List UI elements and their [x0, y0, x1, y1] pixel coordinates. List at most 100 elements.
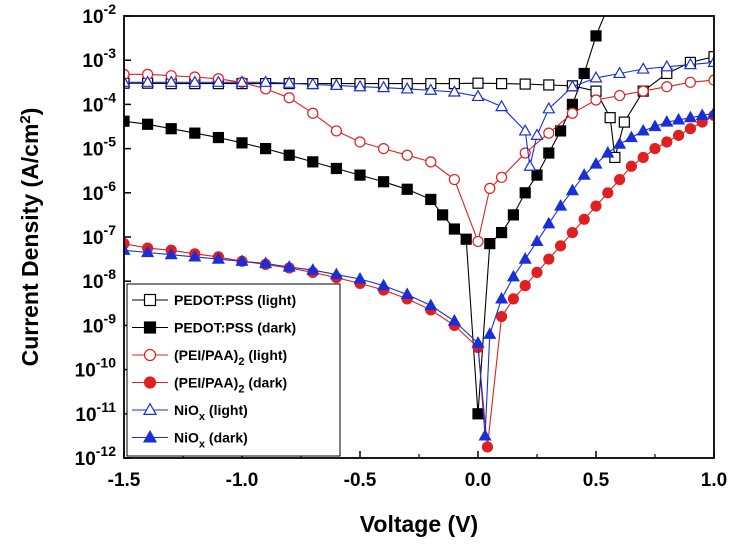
data-point [708, 51, 714, 63]
data-point [330, 125, 342, 137]
data-point [603, 2, 613, 12]
legend-label-tail: (light) [244, 347, 287, 363]
data-point [601, 146, 615, 158]
data-point [683, 57, 697, 70]
y-tick-label-exponent: -10 [96, 355, 116, 371]
data-point [604, 112, 616, 124]
data-point [590, 94, 602, 106]
y-tick-label-exponent: -8 [104, 266, 117, 282]
data-point [496, 78, 508, 90]
data-point [142, 118, 154, 130]
data-point [472, 235, 484, 248]
data-point [543, 127, 555, 139]
data-point [554, 240, 567, 252]
data-point [531, 266, 543, 278]
data-point [484, 238, 496, 250]
data-point [708, 74, 714, 86]
data-point [447, 314, 461, 326]
data-point [141, 245, 155, 258]
data-point [165, 123, 177, 135]
y-tick-label: 10-11 [75, 399, 116, 426]
data-point [672, 112, 686, 125]
y-tick-label: 10-10 [75, 355, 117, 382]
data-point [636, 62, 650, 74]
data-point [124, 115, 130, 127]
data-point [306, 263, 320, 275]
data-point [353, 272, 367, 284]
data-point [424, 83, 438, 95]
data-point [484, 182, 496, 194]
data-point [695, 108, 709, 121]
data-point [283, 149, 295, 161]
y-tick-label-exponent: -2 [104, 1, 117, 17]
y-axis-title-main: Current Density (A/cm [17, 124, 43, 367]
data-point [613, 89, 626, 102]
legend-label-main: (PEI/PAA) [174, 347, 238, 363]
data-point [495, 99, 509, 112]
data-point [471, 89, 485, 102]
data-point [448, 173, 460, 186]
data-point [353, 79, 367, 92]
data-point [211, 252, 225, 264]
data-point [354, 136, 366, 148]
data-point [578, 213, 590, 225]
legend-marker [142, 429, 158, 443]
data-point [554, 125, 567, 137]
y-tick-label-base: 10 [82, 184, 103, 205]
y-tick-label-base: 10 [75, 361, 96, 382]
data-point [543, 253, 555, 265]
data-point [354, 169, 366, 181]
data-point [329, 78, 343, 90]
legend-label: NiOx (light) [174, 402, 248, 423]
y-tick-label-exponent: -7 [104, 222, 117, 238]
data-point [589, 157, 603, 169]
data-point [518, 123, 532, 136]
y-tick-label-base: 10 [75, 405, 96, 426]
y-tick-label-exponent: -9 [104, 310, 117, 326]
y-tick-label: 10-2 [82, 1, 116, 28]
data-point [566, 107, 579, 119]
y-tick-label-exponent: -12 [96, 443, 116, 459]
legend-label-main: NiO [174, 402, 199, 418]
y-tick-label-exponent: -4 [104, 89, 117, 105]
data-point [602, 187, 614, 199]
y-tick-label-base: 10 [82, 51, 103, 72]
data-point [235, 254, 249, 266]
data-point [590, 30, 602, 42]
series-line [124, 61, 714, 167]
data-point [282, 76, 296, 88]
data-point [530, 128, 544, 140]
data-point [124, 75, 131, 87]
data-point [483, 327, 497, 339]
data-point [260, 143, 272, 155]
legend-label: (PEI/PAA)2 (dark) [174, 375, 287, 396]
data-point [707, 55, 714, 68]
data-point [519, 280, 531, 292]
data-point [519, 187, 531, 199]
data-point [188, 249, 202, 262]
legend-label-main: PEDOT:PSS (light) [174, 292, 296, 308]
data-point [329, 267, 343, 280]
data-point [707, 106, 714, 118]
y-tick-label: 10-9 [82, 310, 116, 337]
data-point [472, 408, 484, 420]
legend-label-subscript: 2 [238, 384, 244, 396]
data-point [684, 76, 697, 88]
legend-label-main: PEDOT:PSS (dark) [174, 320, 296, 336]
data-point [189, 127, 201, 139]
legend: PEDOT:PSS (light) PEDOT:PSS (dark) (PEI/PA… [126, 283, 341, 457]
legend-label-main: NiO [174, 430, 199, 446]
legend-label-subscript: x [199, 411, 206, 423]
data-point [307, 107, 319, 119]
data-point [495, 291, 509, 304]
y-tick-label: 10-7 [82, 222, 116, 249]
y-tick-label: 10-6 [82, 178, 116, 205]
x-tick-label: 1.0 [701, 470, 727, 491]
data-point [378, 143, 390, 155]
legend-box [126, 283, 341, 457]
legend-marker [142, 402, 158, 415]
y-tick-label-exponent: -5 [104, 134, 117, 150]
legend-label: NiOx (dark) [174, 430, 248, 451]
x-tick-label: 0.0 [465, 470, 491, 491]
